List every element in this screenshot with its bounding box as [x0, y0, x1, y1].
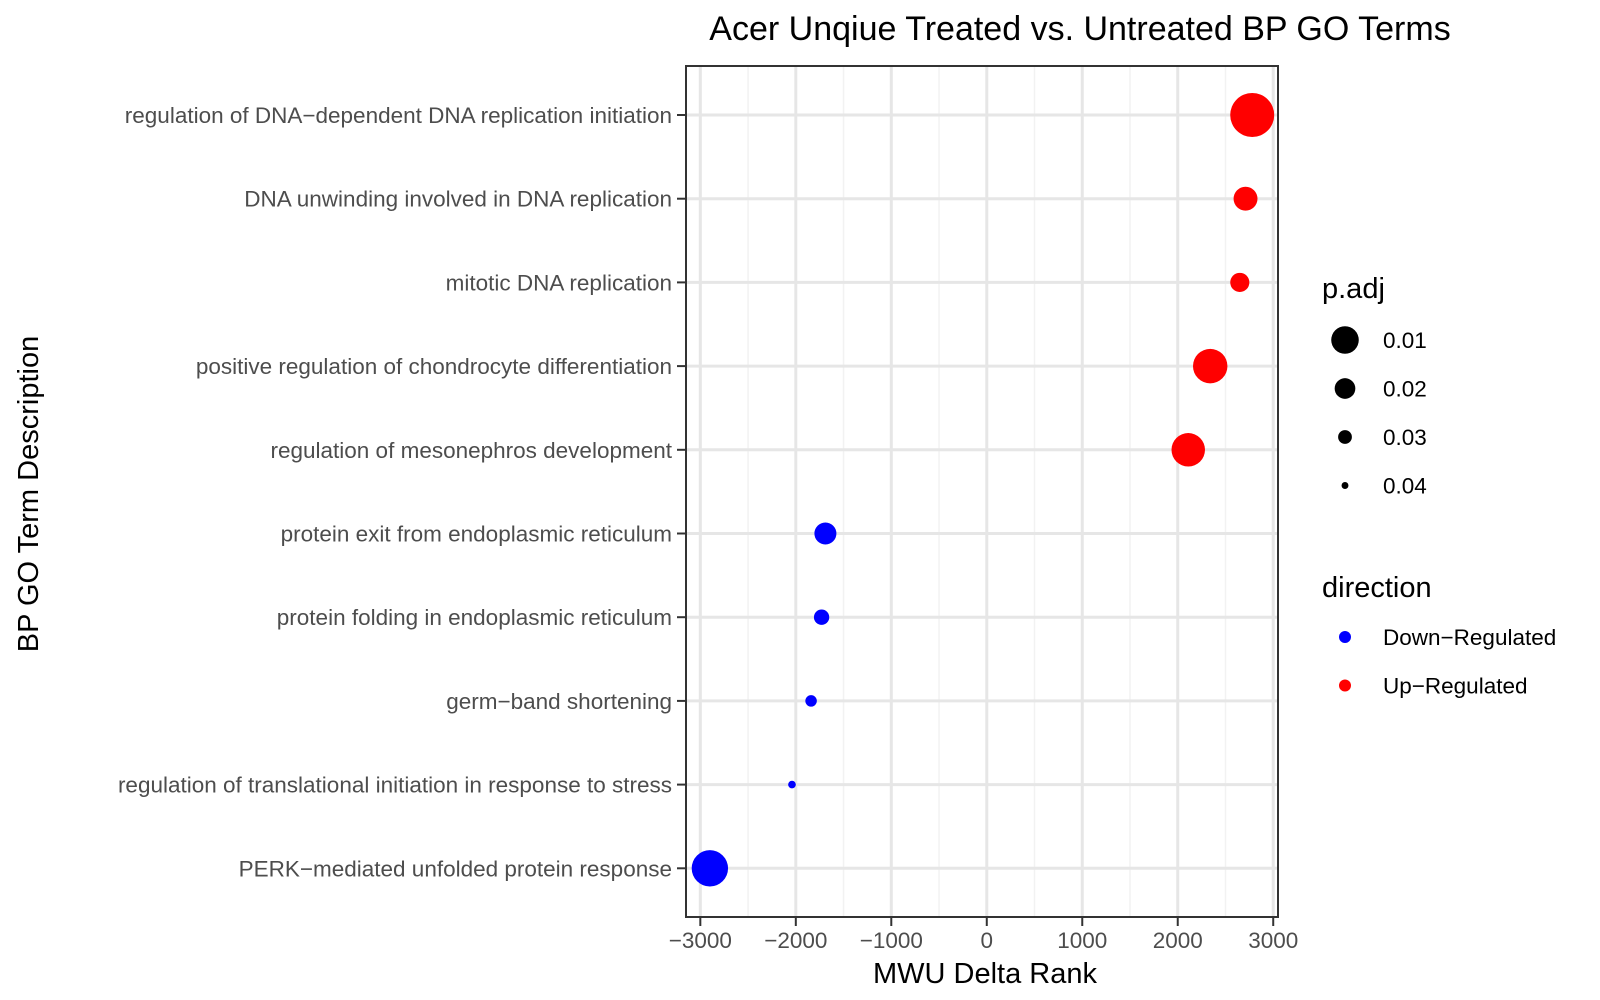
legend-size-key: [1334, 378, 1356, 399]
data-point: [1192, 348, 1228, 384]
y-tick-label: positive regulation of chondrocyte diffe…: [196, 354, 672, 379]
data-point: [1171, 433, 1205, 467]
data-point: [805, 695, 817, 707]
y-tick-label: DNA unwinding involved in DNA replicatio…: [244, 187, 672, 212]
legend-size-label: 0.03: [1383, 425, 1427, 450]
data-point: [1230, 93, 1275, 137]
x-axis-label: MWU Delta Rank: [873, 958, 1097, 990]
chart-title: Acer Unqiue Treated vs. Untreated BP GO …: [709, 10, 1450, 48]
legend-size-label: 0.04: [1383, 474, 1427, 499]
legend-size-label: 0.01: [1383, 328, 1427, 353]
y-tick-label: PERK−mediated unfolded protein response: [239, 856, 672, 881]
y-tick-label: protein exit from endoplasmic reticulum: [281, 522, 672, 547]
x-tick-label: 2000: [1153, 928, 1203, 953]
legend-p-adj-title: p.adj: [1322, 273, 1385, 305]
legend-size-label: 0.02: [1383, 377, 1427, 402]
x-tick-label: 3000: [1248, 928, 1298, 953]
legend-size-key: [1331, 326, 1359, 354]
legend-direction-label: Down−Regulated: [1383, 625, 1556, 650]
x-tick-label: 0: [981, 928, 994, 953]
data-point: [813, 609, 830, 625]
x-tick-label: −2000: [764, 928, 827, 953]
y-tick-label: mitotic DNA replication: [446, 270, 672, 295]
data-point: [691, 850, 729, 887]
x-axis: −3000 −2000 −1000 0 1000 2000 3000: [669, 917, 1298, 953]
legend-direction-title: direction: [1322, 572, 1432, 604]
data-point: [814, 522, 837, 545]
data-point: [1230, 272, 1250, 292]
y-tick-label: regulation of DNA−dependent DNA replicat…: [125, 103, 672, 128]
legend-direction: direction Down−Regulated Up−Regulated: [1322, 572, 1556, 699]
y-axis-label: BP GO Term Description: [13, 336, 45, 652]
legend-direction-key: [1339, 631, 1351, 643]
y-tick-label: protein folding in endoplasmic reticulum: [277, 605, 672, 630]
panel-background: [686, 66, 1278, 917]
y-tick-label: germ−band shortening: [446, 689, 672, 714]
legend-direction-key: [1339, 679, 1351, 692]
legend-direction-label: Up−Regulated: [1383, 674, 1527, 699]
y-tick-label: regulation of translational initiation i…: [118, 773, 672, 798]
data-point: [788, 780, 796, 789]
x-tick-label: 1000: [1057, 928, 1107, 953]
data-point: [1233, 186, 1258, 211]
y-axis: regulation of DNA−dependent DNA replicat…: [118, 103, 686, 881]
x-tick-label: −1000: [860, 928, 923, 953]
x-tick-label: −3000: [669, 928, 732, 953]
legend-size-key: [1338, 430, 1352, 444]
y-tick-label: regulation of mesonephros development: [270, 438, 672, 463]
panel-border: [685, 65, 1279, 918]
legend-p-adj: p.adj 0.01 0.02 0.03 0.04: [1322, 273, 1427, 499]
legend-size-key: [1341, 482, 1349, 489]
plot-panel: [685, 65, 1279, 918]
